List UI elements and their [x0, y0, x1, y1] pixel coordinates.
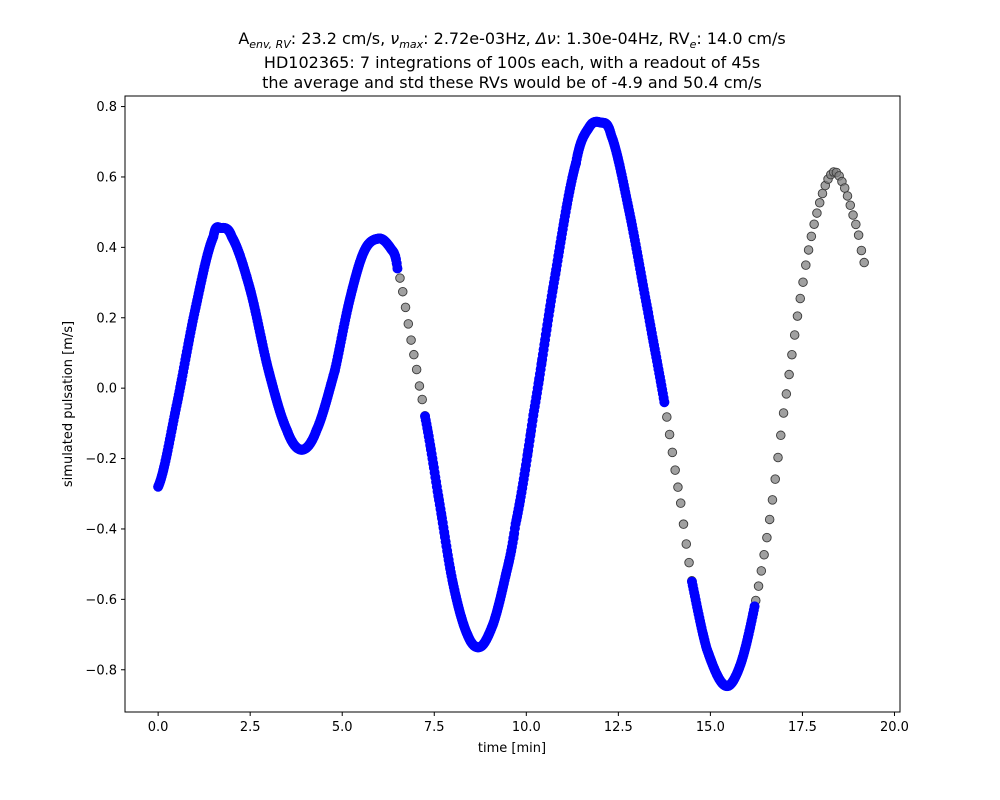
title-dnu-value: : 1.30e-04Hz,: [556, 29, 669, 48]
gray-series: [153, 117, 869, 691]
gray-data-point: [409, 349, 419, 360]
y-tick-label: 0.8: [96, 100, 117, 115]
gray-data-point: [856, 245, 867, 256]
x-tick-label: 0.0: [148, 720, 169, 735]
gray-data-point: [781, 389, 792, 399]
y-axis-label: simulated pulsation [m/s]: [61, 321, 76, 487]
gray-data-point: [795, 293, 805, 304]
x-tick-label: 5.0: [332, 720, 353, 735]
gray-data-point: [853, 230, 864, 240]
title-nu-sub: max: [399, 38, 423, 51]
y-tick-label: 0.2: [96, 311, 117, 326]
x-tick-label: 2.5: [240, 720, 261, 735]
gray-data-point: [809, 219, 819, 229]
title-line-2: HD102365: 7 integrations of 100s each, w…: [264, 53, 760, 72]
gray-data-point: [403, 319, 414, 329]
gray-data-point: [767, 495, 778, 505]
x-tick-label: 10.0: [512, 720, 541, 735]
y-tick-label: 0.6: [96, 170, 117, 185]
blue-data-point: [659, 397, 670, 408]
y-tick-label: −0.2: [85, 452, 117, 467]
blue-data-point: [749, 601, 760, 612]
gray-data-point: [759, 550, 769, 560]
y-tick-label: −0.4: [85, 522, 117, 537]
blue-data-point: [392, 263, 403, 274]
gray-data-point: [776, 430, 786, 441]
x-tick-label: 20.0: [880, 720, 909, 735]
gray-data-point: [764, 514, 775, 525]
gray-data-point: [670, 465, 680, 475]
gray-data-point: [673, 482, 683, 492]
gray-data-point: [681, 539, 692, 549]
gray-data-point: [839, 183, 850, 193]
gray-data-point: [664, 429, 675, 440]
gray-data-point: [814, 198, 825, 208]
title-dnu: Δν: [534, 29, 556, 48]
title-line-1: Aenv, RV: 23.2 cm/s, νmax: 2.72e-03Hz, Δ…: [238, 29, 785, 51]
gray-data-point: [787, 349, 797, 360]
title-rve-sub: e: [690, 38, 697, 51]
gray-data-point: [397, 286, 408, 297]
gray-data-point: [817, 188, 828, 199]
gray-data-point: [753, 581, 764, 591]
gray-data-point: [792, 311, 803, 321]
blue-series: [153, 116, 760, 692]
gray-data-point: [801, 260, 811, 270]
y-tick-label: −0.6: [85, 593, 117, 608]
gray-data-point: [798, 277, 808, 287]
gray-data-point: [778, 408, 789, 418]
title-nu-main: ν: [390, 29, 399, 48]
gray-data-point: [842, 191, 853, 201]
gray-data-point: [789, 330, 800, 340]
gray-data-point: [812, 208, 822, 218]
chart-title: Aenv, RV: 23.2 cm/s, νmax: 2.72e-03Hz, Δ…: [238, 29, 785, 92]
title-rve-value: : 14.0 cm/s: [696, 29, 785, 48]
x-tick-label: 7.5: [424, 720, 445, 735]
gray-data-point: [411, 364, 422, 375]
gray-data-point: [851, 219, 861, 230]
y-tick-label: 0.4: [96, 241, 117, 256]
title-nu-value: : 2.72e-03Hz,: [423, 29, 536, 48]
gray-data-point: [678, 519, 689, 529]
gray-data-point: [395, 273, 405, 283]
y-axis-ticks: −0.8 −0.6 −0.4 −0.2 0.0 0.2 0.4 0.6 0.8: [85, 100, 125, 678]
title-a-sub: env, RV: [249, 38, 292, 51]
x-tick-label: 17.5: [788, 720, 817, 735]
gray-data-point: [756, 566, 767, 576]
gray-data-point: [414, 381, 425, 391]
gray-data-point: [675, 498, 686, 508]
title-a-main: A: [238, 29, 249, 48]
gray-data-point: [770, 474, 780, 484]
gray-data-point: [667, 447, 678, 458]
title-rve-main: RV: [668, 29, 689, 48]
y-tick-label: −0.8: [85, 663, 117, 678]
title-a-value: : 23.2 cm/s,: [291, 29, 390, 48]
gray-data-point: [400, 302, 411, 313]
gray-data-point: [859, 257, 869, 268]
gray-data-point: [762, 532, 772, 543]
gray-data-point: [784, 369, 794, 380]
x-tick-label: 15.0: [696, 720, 725, 735]
gray-data-point: [848, 210, 858, 220]
gray-data-point: [406, 335, 416, 345]
gray-data-point: [417, 394, 427, 405]
y-tick-label: 0.0: [96, 382, 117, 397]
gray-data-point: [845, 200, 856, 211]
gray-data-point: [684, 557, 694, 568]
gray-data-point: [803, 245, 814, 255]
gray-data-point: [662, 412, 672, 422]
gray-data-point: [773, 452, 783, 463]
x-axis-label: time [min]: [478, 741, 546, 756]
title-line-3: the average and std these RVs would be o…: [262, 73, 762, 92]
x-axis-ticks: 0.0 2.5 5.0 7.5 10.0 12.5 15.0 17.5 20.0: [148, 712, 909, 735]
plot-frame: [124, 95, 901, 713]
gray-data-point: [806, 231, 817, 242]
x-tick-label: 12.5: [604, 720, 633, 735]
